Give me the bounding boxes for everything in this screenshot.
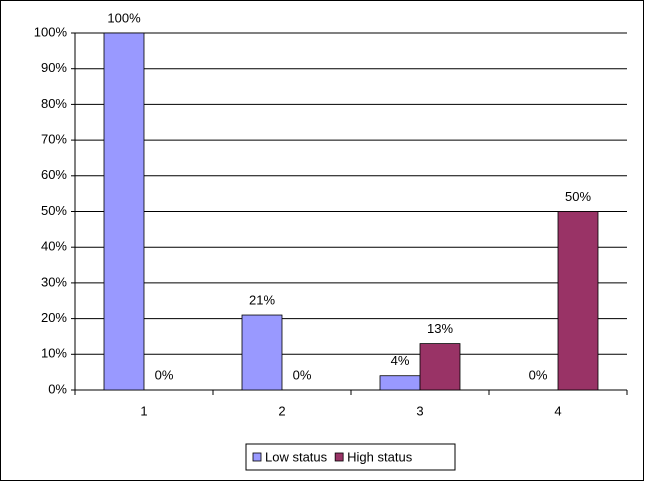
y-tick-label: 40%: [41, 239, 67, 254]
legend-label: High status: [347, 449, 413, 464]
y-tick-label: 30%: [41, 274, 67, 289]
value-label: 100%: [107, 10, 141, 25]
legend-box: [245, 443, 456, 471]
y-tick-label: 0%: [48, 381, 67, 396]
y-tick-label: 10%: [41, 346, 67, 361]
value-label: 0%: [155, 367, 174, 382]
x-tick-label: 3: [416, 403, 423, 418]
y-tick-label: 100%: [34, 24, 68, 39]
y-tick-label: 80%: [41, 96, 67, 111]
x-tick-label: 1: [140, 403, 147, 418]
value-label: 4%: [391, 353, 410, 368]
value-label: 0%: [293, 367, 312, 382]
value-label: 0%: [529, 367, 548, 382]
value-label: 13%: [427, 321, 453, 336]
value-label: 21%: [249, 292, 275, 307]
legend-swatch: [334, 452, 344, 462]
y-tick-label: 70%: [41, 132, 67, 147]
legend-label: Low status: [265, 449, 328, 464]
bar: [241, 314, 283, 391]
bar: [557, 211, 599, 391]
y-tick-label: 50%: [41, 203, 67, 218]
x-tick-label: 2: [278, 403, 285, 418]
y-tick-label: 60%: [41, 167, 67, 182]
legend-swatch: [252, 452, 262, 462]
x-tick-label: 4: [554, 403, 561, 418]
bar: [103, 32, 145, 391]
y-tick-label: 90%: [41, 60, 67, 75]
bar: [419, 343, 461, 391]
value-label: 50%: [565, 189, 591, 204]
bar: [379, 375, 421, 391]
y-tick-label: 20%: [41, 310, 67, 325]
